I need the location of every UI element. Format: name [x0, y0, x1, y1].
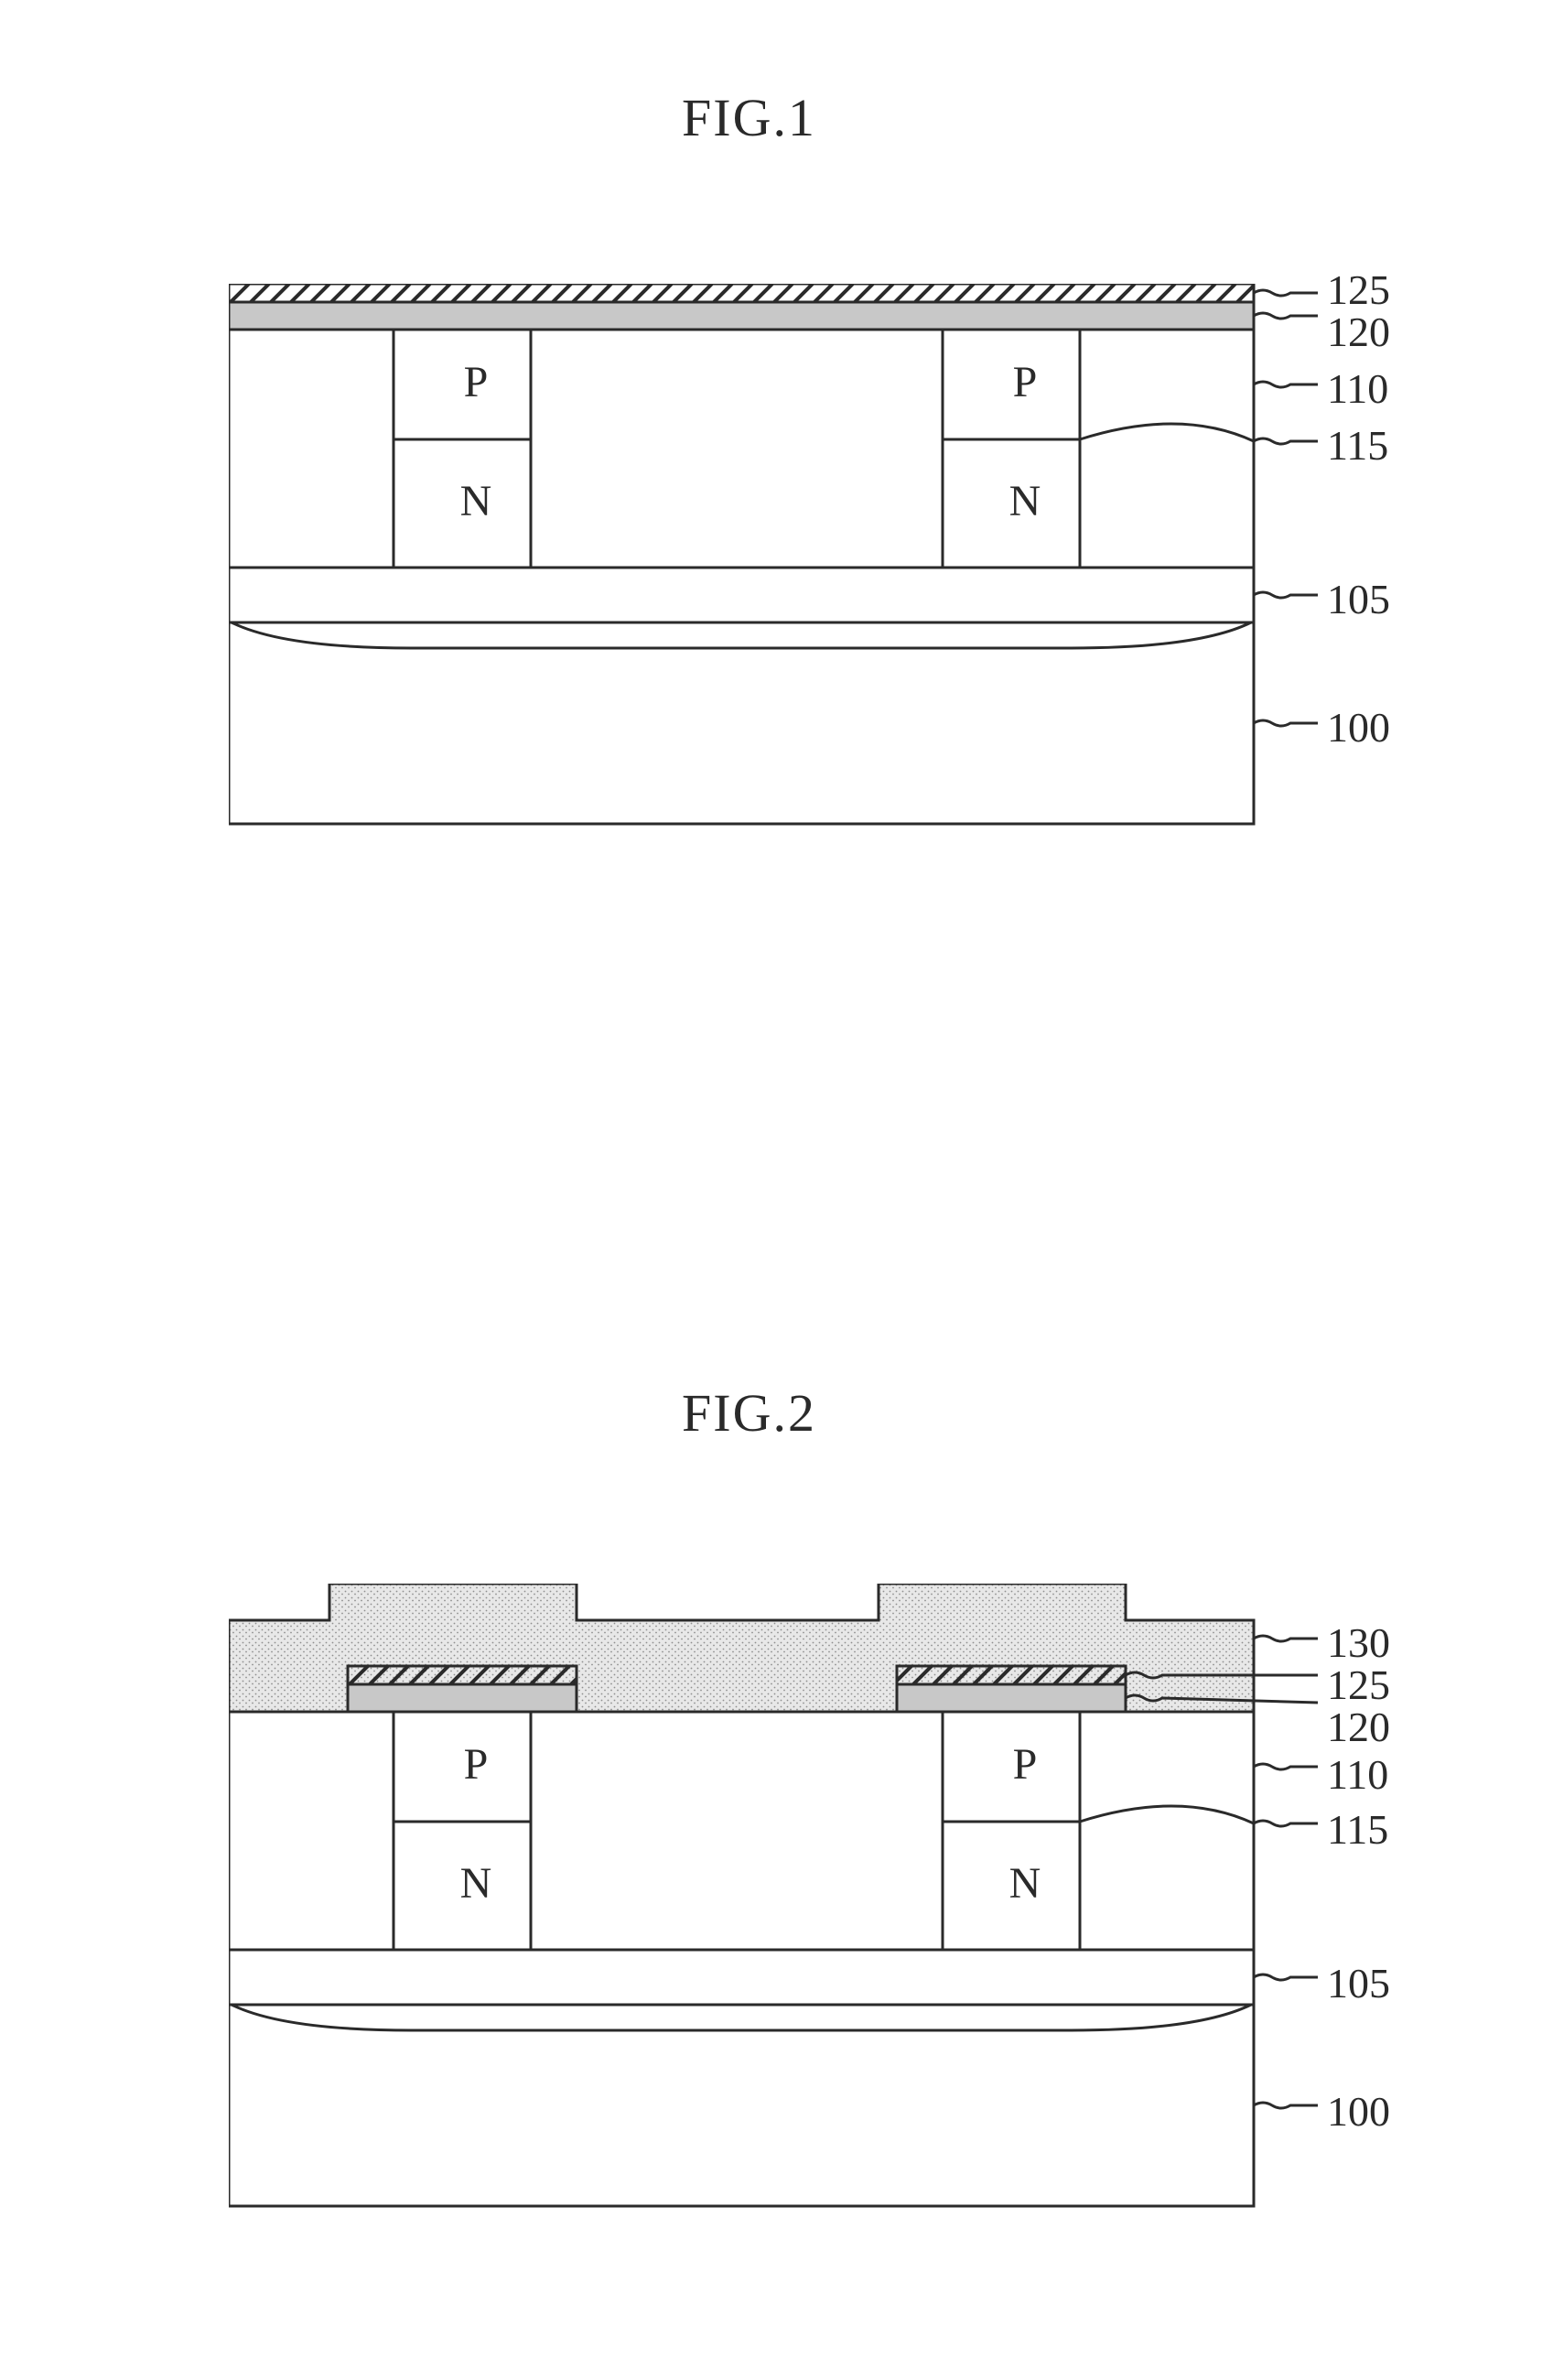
- fig1-pn-right-p: P: [998, 357, 1052, 407]
- fig2-label-110: 110: [1327, 1750, 1388, 1799]
- fig1-pn-left-p: P: [448, 357, 503, 407]
- fig2-label-115: 115: [1327, 1805, 1388, 1854]
- fig2-pn-left-p: P: [448, 1739, 503, 1790]
- fig2-label-100: 100: [1327, 2087, 1390, 2136]
- fig1-label-105: 105: [1327, 575, 1390, 623]
- fig1-label-100: 100: [1327, 703, 1390, 752]
- fig2-pn-right-n: N: [998, 1858, 1052, 1909]
- fig1-pn-right-n: N: [998, 476, 1052, 526]
- fig2-pn-right-p: P: [998, 1739, 1052, 1790]
- fig1-label-110: 110: [1327, 364, 1388, 413]
- fig2-label-120: 120: [1327, 1703, 1390, 1751]
- fig2-label-105: 105: [1327, 1959, 1390, 2007]
- fig2-pn-left-n: N: [448, 1858, 503, 1909]
- fig1-pn-left-n: N: [448, 476, 503, 526]
- fig1-title: FIG.1: [682, 87, 816, 148]
- fig1-svg: [229, 284, 1373, 851]
- fig2-title: FIG.2: [682, 1382, 816, 1444]
- fig1-label-120: 120: [1327, 308, 1390, 356]
- fig2-svg: [229, 1584, 1373, 2243]
- fig1-label-115: 115: [1327, 421, 1388, 470]
